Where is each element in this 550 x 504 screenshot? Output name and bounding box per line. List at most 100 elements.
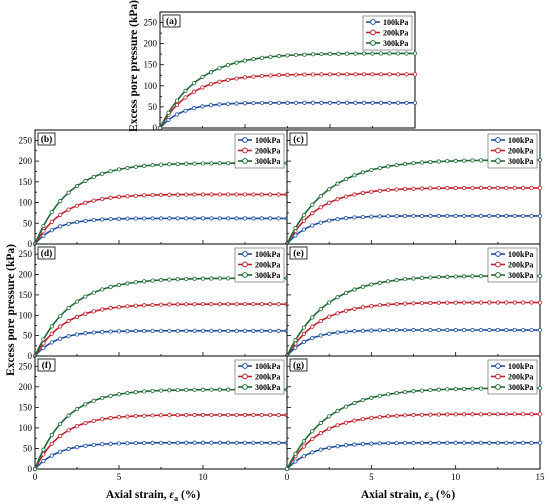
panel-e-point-100kPa [352,329,357,334]
panel-g-point-100kPa [487,440,492,445]
panel-g-point-100kPa [394,440,399,446]
panel-e-point-100kPa [318,333,323,338]
panel-d-point-200kPa [226,301,231,307]
panel-c-point-100kPa [445,213,450,218]
panel-f-point-200kPa [58,433,63,439]
x-axis-title-left-sub: a [174,494,178,503]
panel-f-point-200kPa [217,412,222,418]
panel-b-point-100kPa [158,216,164,221]
panel-a-point-300kPa [344,51,350,56]
panel-a-ytick-label: 50 [148,102,158,112]
panel-c-point-200kPa [318,205,323,210]
panel-d-point-300kPa [184,276,189,282]
panel-e-point-200kPa [343,308,349,313]
panel-c-legend-marker-100kPa [495,137,501,143]
panel-f-ytick-label: 0 [28,464,33,474]
panel-e-point-100kPa [495,327,500,333]
panel-b-point-200kPa [91,198,96,203]
panel-a-point-200kPa [242,75,248,80]
panel-d-point-300kPa [91,290,96,295]
panel-a-point-200kPa [234,76,239,81]
panel-c-point-100kPa [537,213,543,219]
panel-g-point-200kPa [461,412,467,417]
panel-b-point-100kPa [226,216,231,221]
panel-g-point-200kPa [318,431,323,436]
panel-b-series-200kPa [32,192,290,247]
panel-c-point-100kPa [369,214,374,219]
panel-a-point-300kPa [166,110,171,115]
panel-e-point-300kPa [428,275,433,280]
panel-e-point-300kPa [377,280,382,285]
panel-b-point-100kPa [100,217,105,222]
panel-d-point-300kPa [209,276,214,281]
panel-e-point-200kPa [428,300,433,305]
panel-d-point-200kPa [209,302,214,307]
panel-g-point-100kPa [411,440,416,445]
panel-c-point-100kPa [327,218,332,223]
panel-c-point-200kPa [487,185,492,190]
panel-g-point-100kPa [369,441,374,446]
panel-a-point-200kPa [293,72,299,77]
panel-e-point-300kPa [343,290,349,296]
panel-a-point-100kPa [276,100,282,105]
panel-f-point-200kPa [100,417,105,422]
panel-a-point-300kPa [302,52,307,57]
panel-c-point-200kPa [436,186,441,191]
panel-a-point-200kPa [336,72,341,77]
panel-c-point-300kPa [343,177,349,182]
panel-g-legend-marker-300kPa [495,384,501,390]
panel-g-point-100kPa [512,440,517,445]
panel-g-point-300kPa [318,420,323,426]
panel-c-point-300kPa [369,167,374,173]
panel-b-point-300kPa [200,161,206,166]
panel-d-point-300kPa [158,277,164,283]
panel-a-point-200kPa [276,73,282,78]
panel-e-series-100kPa [284,327,543,359]
panel-c-point-100kPa [411,213,416,219]
panel-a-point-300kPa [234,60,239,65]
panel-b-point-200kPa [158,192,164,197]
panel-f-point-300kPa [200,387,206,392]
panel-b-legend-label-200kPa: 200kPa [255,147,280,156]
panel-f-legend-label-200kPa: 200kPa [255,373,280,382]
panel-f-point-100kPa [66,446,71,452]
panel-g-point-200kPa [478,412,484,417]
panel-c-point-300kPa [461,158,467,163]
panel-d-point-300kPa [41,337,46,342]
panel-b-point-200kPa [226,192,231,197]
panel-b-point-100kPa [142,216,147,221]
panel-c-point-100kPa [512,213,517,219]
panel-f-point-200kPa [175,412,180,418]
panel-e-point-200kPa [436,300,441,305]
panel-g-point-100kPa [352,442,357,447]
panel-e-point-100kPa [411,327,416,333]
panel-d-point-300kPa [83,294,88,299]
panel-b-point-200kPa [150,192,155,198]
panel-g-legend-marker-100kPa [495,363,501,369]
panel-f-ytick-label: 50 [23,443,33,453]
panel-a-legend-label-200kPa: 200kPa [383,29,408,38]
panel-b-point-300kPa [217,161,222,166]
panel-g-point-300kPa [352,400,357,406]
panel-f-point-300kPa [74,407,80,412]
panel-e-point-200kPa [419,300,425,306]
panel-a-point-100kPa [310,100,316,105]
panel-f-point-100kPa [259,440,264,445]
panel-a-ytick-label: 200 [144,39,158,49]
panel-g-point-100kPa [327,445,332,450]
panel-b-point-300kPa [184,161,189,166]
panel-c-point-100kPa [436,213,441,218]
panel-d-point-200kPa [259,302,264,307]
panel-a-point-200kPa [344,72,350,77]
panel-f-point-100kPa [108,441,113,446]
panel-c-point-300kPa [428,159,433,165]
panel-e-point-200kPa [310,324,315,329]
panel-f-point-300kPa [83,402,88,407]
panel-a-point-200kPa [208,82,214,87]
panel-g-point-100kPa [504,440,509,445]
